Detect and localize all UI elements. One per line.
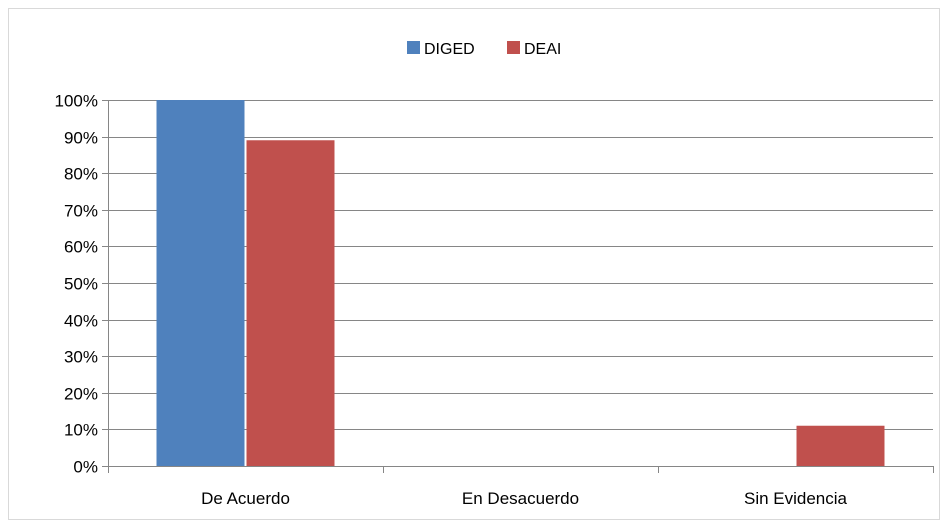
- legend-label-deai: DEAI: [524, 41, 561, 58]
- legend-label-diged: DIGED: [424, 41, 475, 58]
- legend-swatch-diged: [407, 41, 420, 54]
- y-tick-label: 90%: [64, 129, 98, 148]
- x-tick-label: En Desacuerdo: [462, 489, 579, 508]
- y-tick-label: 50%: [64, 275, 98, 294]
- y-tick-label: 80%: [64, 165, 98, 184]
- legend-swatch-deai: [507, 41, 520, 54]
- x-tick-label: Sin Evidencia: [744, 489, 848, 508]
- bar-deai-1: [246, 140, 335, 466]
- y-tick-label: 100%: [55, 92, 98, 111]
- bar-diged-1: [156, 100, 245, 466]
- y-tick-label: 70%: [64, 202, 98, 221]
- y-tick-label: 0%: [73, 458, 98, 477]
- y-tick-label: 30%: [64, 348, 98, 367]
- y-tick-label: 60%: [64, 238, 98, 257]
- y-tick-label: 10%: [64, 421, 98, 440]
- axes: 0% 10% 20% 30% 40% 50% 60% 70% 80% 90% 100% De Acue…: [55, 92, 934, 508]
- x-tick-label: De Acuerdo: [201, 489, 290, 508]
- legend: DIGED DEAI: [407, 41, 561, 58]
- bar-deai-3: [796, 425, 885, 466]
- y-tick-label: 20%: [64, 385, 98, 404]
- y-tick-label: 40%: [64, 312, 98, 331]
- bars: [156, 100, 885, 466]
